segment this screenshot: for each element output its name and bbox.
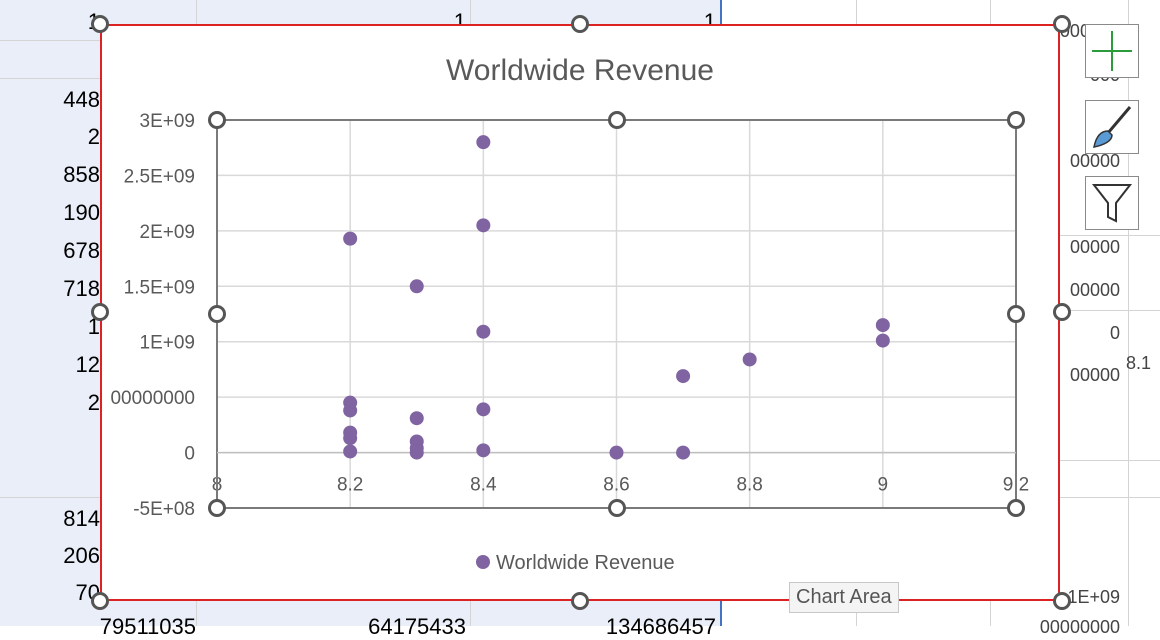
resize-handle-bottom[interactable] <box>571 592 589 610</box>
x-tick-label: 8.2 <box>337 475 363 496</box>
scatter-chart[interactable]: Worldwide Revenue -5E+080000000001E+091.… <box>0 0 1160 626</box>
cell[interactable]: 718 <box>63 276 100 301</box>
data-point[interactable] <box>409 445 424 460</box>
plot-handle-bottom-left[interactable] <box>208 499 226 517</box>
data-point[interactable] <box>343 431 358 446</box>
row-gridline <box>0 497 100 498</box>
data-point[interactable] <box>343 403 358 418</box>
plot-handle-right[interactable] <box>1007 305 1025 323</box>
paintbrush-icon <box>1093 106 1132 148</box>
data-point[interactable] <box>676 445 691 460</box>
plot-handle-top-right[interactable] <box>1007 111 1025 129</box>
y-tick-label: 2.5E+09 <box>124 166 195 187</box>
row-gridline <box>0 78 100 79</box>
resize-handle-bottom-left[interactable] <box>91 592 109 610</box>
cell[interactable]: 678 <box>63 238 100 263</box>
data-point[interactable] <box>476 402 491 417</box>
y-tick-label: 2E+09 <box>140 222 195 243</box>
data-point[interactable] <box>676 369 691 384</box>
row-gridline <box>1060 235 1160 236</box>
cell[interactable]: 206 <box>63 543 100 568</box>
plot-handle-top[interactable] <box>608 111 626 129</box>
data-point[interactable] <box>343 444 358 459</box>
cell[interactable]: 00000 <box>1069 365 1120 385</box>
cell[interactable]: 448 <box>63 87 100 112</box>
plot-handle-bottom[interactable] <box>608 499 626 517</box>
y-tick-label: 3E+09 <box>140 111 195 132</box>
data-point[interactable] <box>409 279 424 294</box>
column-gridline <box>1128 0 1129 626</box>
cell[interactable]: 00000 <box>1069 237 1120 257</box>
chart-filters-button[interactable] <box>1085 176 1139 230</box>
data-point[interactable] <box>875 318 890 333</box>
y-tick-label: 1E+09 <box>140 333 195 354</box>
x-tick-label: 8.6 <box>603 475 629 496</box>
resize-handle-top[interactable] <box>571 15 589 33</box>
plot-handle-bottom-right[interactable] <box>1007 499 1025 517</box>
x-tick-label: 8.8 <box>736 475 762 496</box>
chart-styles-button[interactable] <box>1085 100 1139 154</box>
cell[interactable]: 1E+09 <box>1067 587 1120 607</box>
data-point[interactable] <box>742 352 757 367</box>
cell[interactable]: 00000 <box>1069 280 1120 300</box>
cell[interactable]: 8.1 <box>1126 353 1152 373</box>
y-tick-label: 0 <box>184 444 195 465</box>
legend-marker <box>476 555 490 569</box>
resize-handle-right[interactable] <box>1053 303 1071 321</box>
data-point[interactable] <box>409 411 424 426</box>
resize-handle-top-left[interactable] <box>91 15 109 33</box>
legend[interactable]: Worldwide Revenue <box>476 552 675 574</box>
cell[interactable]: 00000 <box>1069 151 1120 171</box>
row-gridline <box>0 40 100 41</box>
x-tick-label: 8.4 <box>470 475 497 496</box>
x-tick-label: 9 <box>878 475 889 496</box>
row-gridline <box>1060 460 1160 461</box>
row-gridline <box>1060 310 1160 311</box>
data-point[interactable] <box>476 324 491 339</box>
plot-handle-top-left[interactable] <box>208 111 226 129</box>
data-point[interactable] <box>476 135 491 150</box>
legend-label: Worldwide Revenue <box>496 552 675 574</box>
data-point[interactable] <box>609 445 624 460</box>
data-point[interactable] <box>476 443 491 458</box>
cell[interactable]: 2 <box>87 124 100 149</box>
plot-handle-left[interactable] <box>208 305 226 323</box>
resize-handle-top-right[interactable] <box>1053 15 1071 33</box>
funnel-icon <box>1091 184 1133 223</box>
y-tick-label: 1.5E+09 <box>124 277 195 298</box>
resize-handle-bottom-right[interactable] <box>1053 592 1071 610</box>
resize-handle-left[interactable] <box>91 303 109 321</box>
cell[interactable]: 0 <box>1109 323 1120 343</box>
cell[interactable]: 190 <box>63 200 100 225</box>
cell[interactable]: 2 <box>87 390 100 415</box>
row-gridline <box>1060 497 1160 498</box>
chart-area-tooltip: Chart Area <box>789 582 899 613</box>
y-tick-label: -5E+08 <box>133 499 195 520</box>
cell[interactable]: 12 <box>75 352 100 377</box>
chart-elements-button[interactable] <box>1085 24 1139 78</box>
data-point[interactable] <box>476 218 491 233</box>
y-tick-label: 00000000 <box>110 388 195 409</box>
axes: -5E+080000000001E+091.5E+092E+092.5E+093… <box>110 111 1029 520</box>
plus-icon <box>1092 31 1132 71</box>
cell[interactable]: 814 <box>63 506 100 531</box>
data-point[interactable] <box>875 333 890 348</box>
cell[interactable]: 858 <box>63 162 100 187</box>
data-points[interactable] <box>343 135 890 460</box>
chart-title[interactable]: Worldwide Revenue <box>446 54 714 87</box>
data-point[interactable] <box>343 231 358 246</box>
